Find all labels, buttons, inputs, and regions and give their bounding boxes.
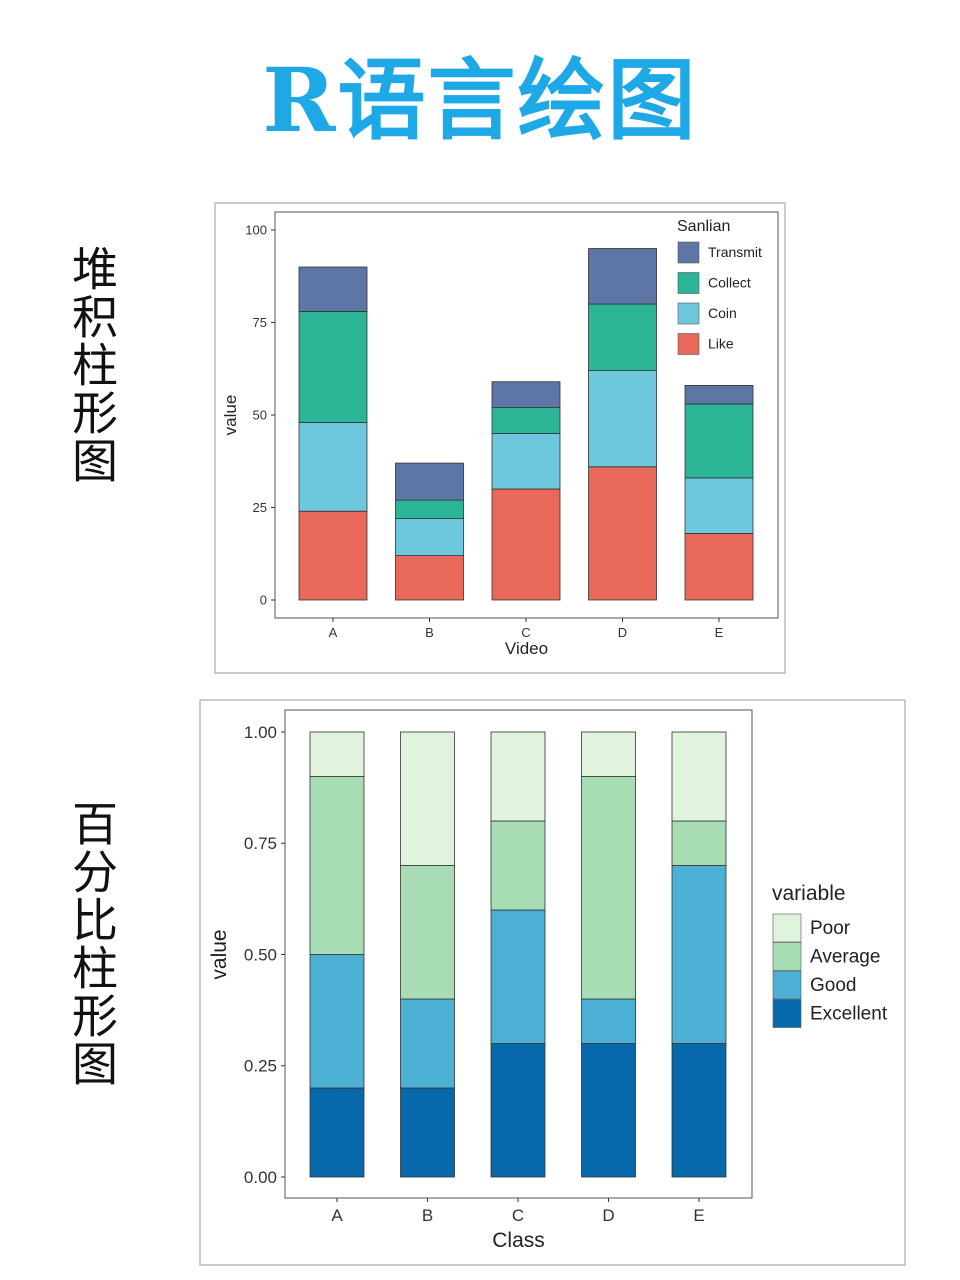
bar-collect-C — [491, 407, 561, 434]
legend-key-average — [772, 942, 802, 971]
y-tick-label: 100 — [245, 223, 267, 238]
legend-label-collect: Collect — [708, 275, 751, 291]
x-tick-label: A — [329, 625, 338, 640]
bar-like-E — [684, 533, 754, 601]
bar-good-A — [309, 954, 365, 1089]
bar-good-B — [400, 998, 455, 1089]
y-tick-label: 0.50 — [244, 945, 277, 964]
y-tick-label: 0.25 — [244, 1057, 277, 1076]
bar-average-A — [309, 776, 365, 955]
legend-key-collect — [677, 272, 700, 294]
bar-excellent-C — [490, 1043, 546, 1178]
bar-good-C — [490, 909, 546, 1044]
bar-like-C — [491, 488, 561, 601]
x-tick-label: D — [618, 625, 627, 640]
side-label-stacked: 堆积柱形图 — [65, 245, 119, 485]
bar-excellent-B — [400, 1087, 455, 1178]
bar-coin-D — [588, 370, 657, 468]
bar-transmit-B — [395, 462, 464, 501]
x-tick-label: A — [331, 1206, 343, 1225]
bar-excellent-E — [671, 1043, 727, 1178]
bar-collect-D — [588, 303, 657, 371]
legend-key-like — [677, 333, 700, 355]
bar-transmit-C — [491, 381, 561, 409]
y-tick-label: 75 — [253, 315, 267, 330]
bar-transmit-A — [298, 266, 368, 312]
bar-coin-C — [491, 433, 561, 490]
legend-label-poor: Poor — [810, 918, 851, 939]
bar-like-B — [395, 555, 464, 601]
bar-like-A — [298, 510, 368, 601]
bar-excellent-D — [581, 1043, 636, 1178]
legend-label-coin: Coin — [708, 305, 737, 321]
bar-poor-D — [581, 731, 636, 777]
x-tick-label: C — [512, 1206, 524, 1225]
bar-coin-E — [684, 477, 754, 534]
side-label-percent: 百分比柱形图 — [65, 800, 119, 1088]
bar-transmit-D — [588, 248, 657, 305]
legend-label-transmit: Transmit — [708, 244, 762, 260]
bar-poor-C — [490, 731, 546, 822]
y-axis-label: value — [221, 395, 240, 436]
y-axis-label: value — [208, 929, 231, 979]
bar-average-E — [671, 820, 727, 866]
legend-label-average: Average — [810, 947, 880, 968]
legend-label-like: Like — [708, 336, 734, 352]
y-tick-label: 25 — [253, 500, 267, 515]
bar-collect-E — [684, 403, 754, 479]
x-tick-label: B — [425, 625, 434, 640]
y-tick-label: 50 — [253, 408, 267, 423]
legend-title: variable — [772, 882, 846, 905]
legend-key-poor — [772, 913, 802, 943]
legend-key-transmit — [677, 241, 700, 264]
bar-poor-E — [671, 731, 727, 822]
legend-key-excellent — [772, 999, 802, 1028]
y-tick-label: 0.00 — [244, 1168, 277, 1187]
bar-poor-A — [309, 731, 365, 777]
bar-like-D — [588, 466, 657, 601]
x-axis-label: Video — [505, 639, 548, 658]
bar-average-D — [581, 776, 636, 1000]
x-tick-label: B — [422, 1206, 433, 1225]
bar-average-B — [400, 865, 455, 1000]
bar-good-E — [671, 865, 727, 1044]
bar-poor-B — [400, 731, 455, 866]
x-tick-label: C — [521, 625, 530, 640]
page-title: R语言绘图 — [262, 48, 698, 152]
x-tick-label: D — [602, 1206, 614, 1225]
x-tick-label: E — [715, 625, 724, 640]
bar-transmit-E — [684, 384, 754, 405]
legend-label-excellent: Excellent — [810, 1004, 888, 1025]
x-axis-label: Class — [492, 1229, 545, 1252]
bar-good-D — [581, 998, 636, 1044]
bar-excellent-A — [309, 1087, 365, 1178]
y-tick-label: 0 — [260, 593, 267, 608]
bar-coin-B — [395, 518, 464, 556]
bar-collect-A — [298, 310, 368, 423]
legend-key-coin — [677, 302, 700, 325]
y-tick-label: 1.00 — [244, 723, 277, 742]
x-tick-label: E — [693, 1206, 704, 1225]
bar-average-C — [490, 820, 546, 911]
legend-title: Sanlian — [677, 218, 730, 235]
y-tick-label: 0.75 — [244, 834, 277, 853]
bar-coin-A — [298, 421, 368, 512]
legend-label-good: Good — [810, 975, 856, 996]
legend-key-good — [772, 970, 802, 1000]
